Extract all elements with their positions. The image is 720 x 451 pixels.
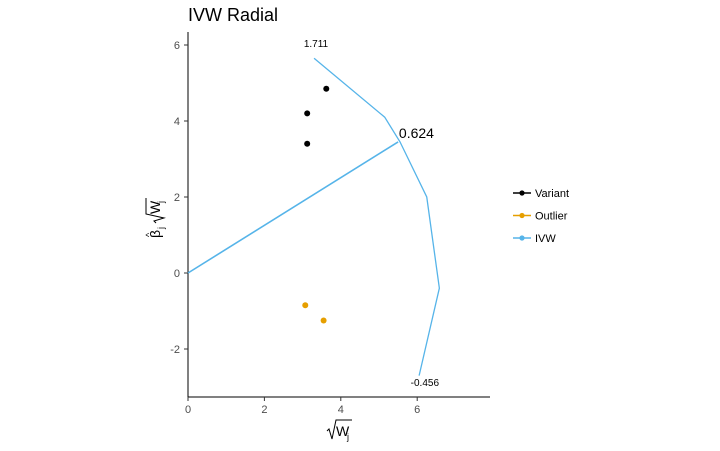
svg-text:β: β [147,230,163,238]
svg-text:^: ^ [144,232,154,237]
legend-label: IVW [535,233,556,245]
variant-point [304,110,311,117]
points-layer [302,85,330,324]
legend-key-dot [519,190,525,196]
variant-point [323,85,330,92]
outlier-point [320,317,327,324]
chart-title: IVW Radial [188,5,278,25]
svg-text:j: j [346,432,349,442]
legend: Variant Outlier IVW [513,188,569,245]
legend-label: Outlier [535,211,568,223]
svg-text:W: W [147,200,163,214]
x-tick-label: 2 [261,404,267,416]
y-axis-ticks: -2 0 2 4 6 [170,40,188,356]
y-tick-label: 2 [174,192,180,204]
legend-label: Variant [535,188,569,200]
annotation-label: 1.711 [304,39,329,50]
annotations-layer: 1.711 0.624 -0.456 [304,39,440,389]
y-axis-title: β ^ j W j [144,198,166,238]
legend-key-dot [519,235,525,241]
y-tick-label: -2 [170,344,180,356]
y-tick-label: 0 [174,268,180,280]
legend-key-dot [519,212,525,219]
svg-text:W: W [336,423,350,439]
y-tick-label: 6 [174,40,180,52]
ivw-layer [187,57,441,376]
outlier-point [302,302,309,309]
annotation-label: -0.456 [411,378,440,389]
x-tick-label: 0 [185,404,191,416]
x-axis-title: W j [326,419,352,442]
annotation-label: 0.624 [399,125,434,141]
x-tick-label: 4 [338,404,344,416]
variant-point [304,140,311,147]
x-tick-label: 6 [414,404,420,416]
svg-text:j: j [156,227,166,230]
x-axis-ticks: 0 2 4 6 [185,397,420,416]
y-tick-label: 4 [174,116,180,128]
svg-text:j: j [156,201,166,204]
ivw-line [187,141,399,274]
ivw-arc [313,57,441,376]
